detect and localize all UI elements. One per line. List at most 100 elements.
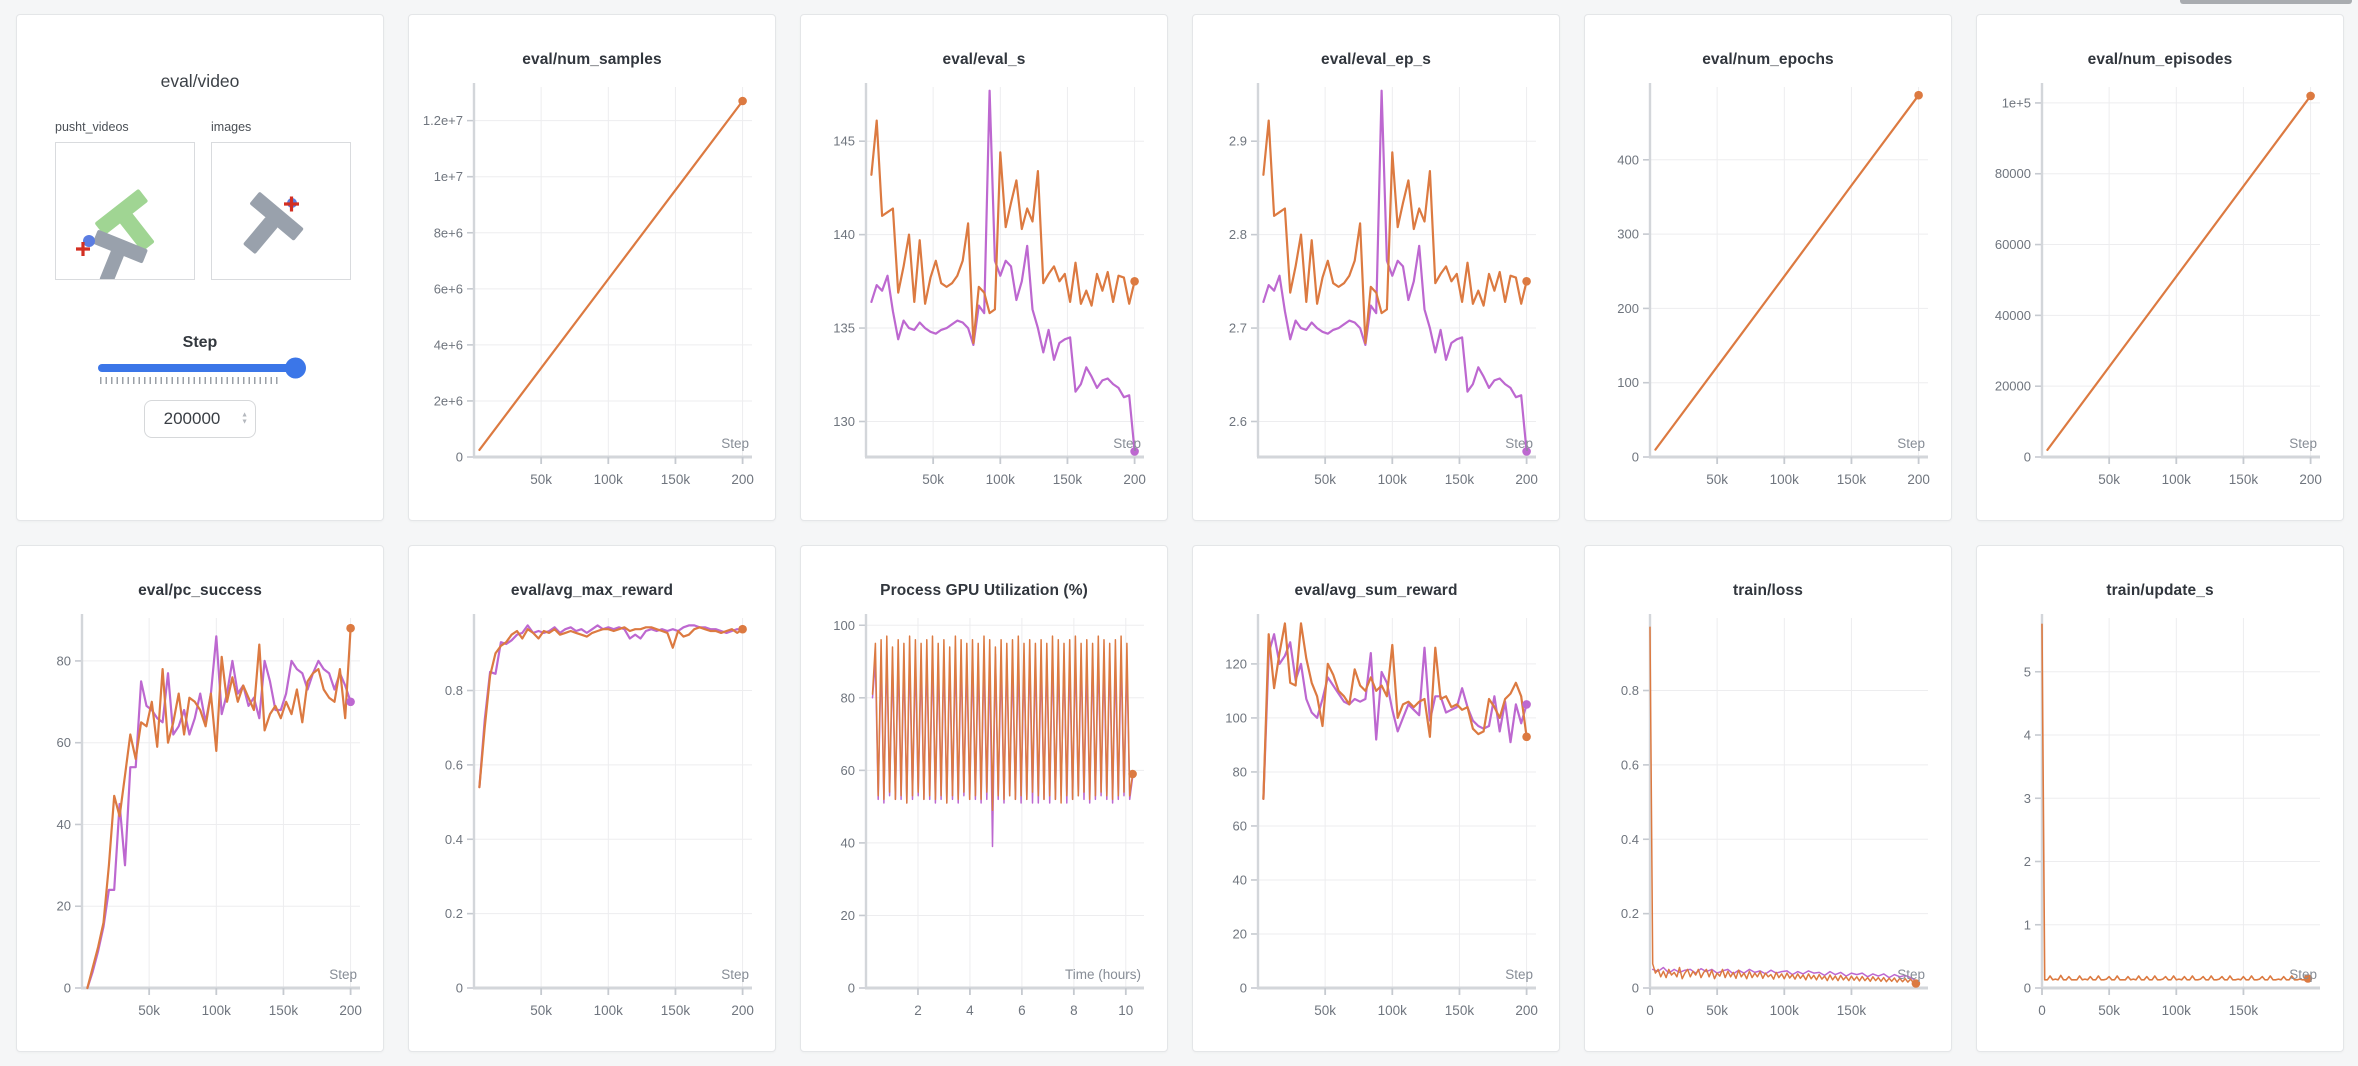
step-slider[interactable] — [98, 357, 306, 384]
chart-title: eval/num_epochs — [1702, 51, 1834, 68]
svg-text:Time (hours): Time (hours) — [1065, 967, 1141, 982]
chart-title: eval/num_episodes — [2087, 51, 2233, 68]
chart-canvas[interactable]: 0 20 40 60 80 100 120 50k 100k 150k 200 Step — [1204, 610, 1548, 1040]
svg-text:0: 0 — [1632, 450, 1639, 465]
svg-text:130: 130 — [833, 414, 855, 429]
svg-text:150k: 150k — [2229, 1003, 2259, 1018]
chart-panel-eval-num-episodes: eval/num_episodes 0 20000 40000 60000 80000 1… — [1976, 14, 2344, 521]
chart-canvas[interactable]: 0 2e+6 4e+6 6e+6 8e+6 1e+7 1.2e+7 50k 100k 150k 20… — [420, 79, 764, 509]
svg-text:50k: 50k — [1706, 472, 1728, 487]
svg-text:150k: 150k — [661, 1003, 691, 1018]
svg-text:0: 0 — [64, 981, 71, 996]
svg-text:50k: 50k — [2098, 472, 2120, 487]
chart-svg[interactable]: 0 20 40 60 80 100 2 4 6 8 10 Time (hours) — [812, 610, 1156, 1040]
svg-text:0.4: 0.4 — [445, 832, 463, 847]
svg-text:50k: 50k — [1314, 1003, 1336, 1018]
svg-text:150k: 150k — [2229, 472, 2259, 487]
chart-canvas[interactable]: 0 0.2 0.4 0.6 0.8 50k 100k 150k 200 Step — [420, 610, 764, 1040]
svg-text:20: 20 — [841, 908, 855, 923]
svg-text:6e+6: 6e+6 — [434, 281, 463, 296]
chart-title: eval/eval_s — [942, 51, 1026, 68]
svg-text:1e+7: 1e+7 — [434, 169, 463, 184]
agent-dot — [83, 235, 95, 247]
svg-text:20: 20 — [57, 899, 71, 914]
chart-title: eval/eval_ep_s — [1321, 51, 1431, 68]
svg-text:Step: Step — [721, 967, 749, 982]
chart-panel-train-update-s: train/update_s 0 1 2 3 4 5 0 50k 100k 150k Step — [1976, 545, 2344, 1052]
chart-canvas[interactable]: 0 0.2 0.4 0.6 0.8 0 50k 100k 150k Step — [1596, 610, 1940, 1040]
svg-text:50k: 50k — [2098, 1003, 2120, 1018]
svg-text:60: 60 — [57, 735, 71, 750]
svg-text:0.8: 0.8 — [1621, 683, 1639, 698]
pusht-scene-image — [76, 189, 154, 285]
chart-svg[interactable]: 130 135 140 145 50k 100k 150k 200 Step — [812, 79, 1156, 509]
chart-svg[interactable]: 0 1 2 3 4 5 0 50k 100k 150k Step — [1988, 610, 2332, 1040]
chart-panel-train-loss: train/loss 0 0.2 0.4 0.6 0.8 0 50k 100k 150k Step — [1584, 545, 1952, 1052]
chart-svg[interactable]: 0 100 200 300 400 50k 100k 150k 200 Step — [1596, 79, 1940, 509]
svg-text:4e+6: 4e+6 — [434, 337, 463, 352]
svg-text:2.7: 2.7 — [1229, 321, 1247, 336]
svg-text:0: 0 — [456, 981, 463, 996]
svg-text:200: 200 — [339, 1003, 362, 1018]
chart-canvas[interactable]: 2.6 2.7 2.8 2.9 50k 100k 150k 200 Step — [1204, 79, 1548, 509]
svg-text:4: 4 — [966, 1003, 974, 1018]
chart-canvas[interactable]: 0 1 2 3 4 5 0 50k 100k 150k Step — [1988, 610, 2332, 1040]
svg-text:150k: 150k — [661, 472, 691, 487]
svg-text:0: 0 — [1240, 981, 1247, 996]
svg-text:300: 300 — [1617, 227, 1639, 242]
chart-canvas[interactable]: 0 20 40 60 80 50k 100k 150k 200 Step — [28, 610, 372, 1040]
step-input-wrap: ▲▼ — [144, 400, 256, 438]
thumbnail-label-pusht-videos: pusht_videos — [55, 120, 129, 134]
chart-canvas[interactable]: 130 135 140 145 50k 100k 150k 200 Step — [812, 79, 1156, 509]
chart-canvas[interactable]: 0 20 40 60 80 100 2 4 6 8 10 Time (hours) — [812, 610, 1156, 1040]
chart-title: eval/num_samples — [522, 51, 662, 68]
stepper-down-icon[interactable]: ▼ — [241, 418, 248, 426]
svg-text:135: 135 — [833, 321, 855, 336]
chart-canvas[interactable]: 0 20000 40000 60000 80000 1e+5 50k 100k 150k 200 S… — [1988, 79, 2332, 509]
svg-text:50k: 50k — [530, 1003, 552, 1018]
chart-panel-eval-eval-s: eval/eval_s 130 135 140 145 50k 100k 150k 200 St… — [800, 14, 1168, 521]
svg-text:10: 10 — [1118, 1003, 1133, 1018]
svg-text:400: 400 — [1617, 152, 1639, 167]
svg-text:100k: 100k — [986, 472, 1016, 487]
svg-text:200: 200 — [1123, 472, 1146, 487]
chart-svg[interactable]: 0 0.2 0.4 0.6 0.8 50k 100k 150k 200 Step — [420, 610, 764, 1040]
svg-text:50k: 50k — [922, 472, 944, 487]
chart-svg[interactable]: 0 20000 40000 60000 80000 1e+5 50k 100k 150k 200 S… — [1988, 79, 2332, 509]
svg-text:40: 40 — [57, 817, 71, 832]
svg-text:3: 3 — [2024, 791, 2031, 806]
pusht-videos-thumbnail[interactable] — [55, 142, 195, 285]
slider-track[interactable] — [98, 357, 306, 379]
chart-svg[interactable]: 0 20 40 60 80 100 120 50k 100k 150k 200 Step — [1204, 610, 1548, 1040]
chart-svg[interactable]: 2.6 2.7 2.8 2.9 50k 100k 150k 200 Step — [1204, 79, 1548, 509]
chart-canvas[interactable]: 0 100 200 300 400 50k 100k 150k 200 Step — [1596, 79, 1940, 509]
chart-svg[interactable]: 0 2e+6 4e+6 6e+6 8e+6 1e+7 1.2e+7 50k 100k 150k 20… — [420, 79, 764, 509]
svg-text:50k: 50k — [1706, 1003, 1728, 1018]
svg-text:1e+5: 1e+5 — [2002, 95, 2031, 110]
chart-panel-eval-eval-ep-s: eval/eval_ep_s 2.6 2.7 2.8 2.9 50k 100k 150k 20… — [1192, 14, 1560, 521]
svg-text:200: 200 — [1515, 472, 1538, 487]
svg-text:60: 60 — [841, 763, 855, 778]
svg-text:40000: 40000 — [1995, 308, 2031, 323]
images-thumbnail[interactable] — [211, 142, 351, 280]
svg-text:0.4: 0.4 — [1621, 832, 1639, 847]
slider-thumb[interactable] — [285, 357, 306, 379]
svg-text:0.6: 0.6 — [445, 757, 463, 772]
stepper-up-icon[interactable]: ▲ — [241, 411, 248, 419]
thumbnail-labels: pusht_videos images — [55, 120, 383, 134]
chart-svg[interactable]: 0 0.2 0.4 0.6 0.8 0 50k 100k 150k Step — [1596, 610, 1940, 1040]
svg-text:Step: Step — [721, 436, 749, 451]
svg-text:4: 4 — [2024, 728, 2031, 743]
svg-text:2.8: 2.8 — [1229, 227, 1247, 242]
svg-text:1: 1 — [2024, 917, 2031, 932]
step-stepper: ▲ ▼ — [241, 411, 248, 426]
svg-text:60: 60 — [1233, 818, 1247, 833]
svg-text:0.2: 0.2 — [1621, 906, 1639, 921]
step-value-input[interactable] — [144, 400, 256, 438]
goal-cross — [284, 196, 299, 212]
svg-text:Step: Step — [2289, 436, 2317, 451]
thumbnails-row — [55, 142, 383, 285]
chart-svg[interactable]: 0 20 40 60 80 50k 100k 150k 200 Step — [28, 610, 372, 1040]
chart-title: eval/avg_max_reward — [510, 582, 674, 599]
